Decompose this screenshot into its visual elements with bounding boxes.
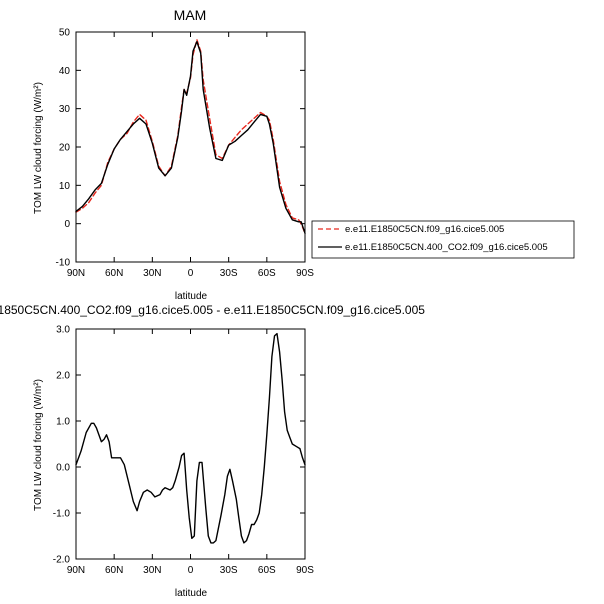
y-tick-label: 10 [59, 181, 71, 192]
x-tick-label: 30N [143, 268, 161, 279]
plot-frame [75, 328, 306, 560]
chart-title: e.e11.E1850C5CN.400_CO2.f09_g16.cice5.00… [0, 303, 425, 317]
legend-label-control: e.e11.E1850C5CN.f09_g16.cice5.005 [345, 224, 504, 235]
x-tick-label: 30N [143, 565, 161, 576]
x-tick-label: 60N [105, 268, 123, 279]
x-tick-label: 60S [258, 565, 276, 576]
y-tick-label: 3.0 [56, 325, 70, 336]
y-tick-label: 1.0 [56, 417, 70, 428]
y-tick-label: 40 [59, 66, 71, 77]
legend: e.e11.E1850C5CN.f09_g16.cice5.005 e.e11.… [311, 220, 575, 259]
series-line-1 [75, 40, 306, 235]
x-tick-label: 90S [296, 268, 314, 279]
plot-frame [75, 31, 306, 263]
x-tick-label: 0 [188, 268, 194, 279]
y-tick-label: -1.0 [53, 509, 71, 520]
series-line-0 [75, 39, 306, 235]
x-tick-label: 90N [67, 268, 85, 279]
y-tick-label: 0 [64, 219, 70, 230]
x-tick-label: 30S [220, 565, 238, 576]
y-axis-label: TOM LW cloud forcing (W/m²) [33, 82, 44, 214]
y-axis-label: TOM LW cloud forcing (W/m²) [33, 379, 44, 511]
y-tick-label: 50 [59, 28, 71, 39]
legend-label-400co2: e.e11.E1850C5CN.400_CO2.f09_g16.cice5.00… [345, 242, 548, 253]
x-tick-label: 60N [105, 565, 123, 576]
x-tick-label: 90N [67, 565, 85, 576]
x-axis-label: latitude [175, 588, 208, 599]
y-tick-label: 20 [59, 143, 71, 154]
x-axis-label: latitude [175, 291, 208, 302]
bottom-chart-difference: e.e11.E1850C5CN.400_CO2.f09_g16.cice5.00… [0, 303, 425, 599]
x-tick-label: 60S [258, 268, 276, 279]
legend-box [311, 220, 575, 259]
y-tick-label: 0.0 [56, 463, 70, 474]
series-line-0 [75, 332, 306, 544]
y-tick-label: -2.0 [53, 555, 71, 566]
x-tick-label: 30S [220, 268, 238, 279]
x-tick-label: 0 [188, 565, 194, 576]
chart-title: MAM [174, 7, 207, 23]
top-chart-mam: MAM TOM LW cloud forcing (W/m²) latitude… [33, 7, 314, 302]
x-tick-label: 90S [296, 565, 314, 576]
y-tick-label: -10 [56, 258, 71, 269]
y-tick-label: 2.0 [56, 371, 70, 382]
y-tick-label: 30 [59, 104, 71, 115]
